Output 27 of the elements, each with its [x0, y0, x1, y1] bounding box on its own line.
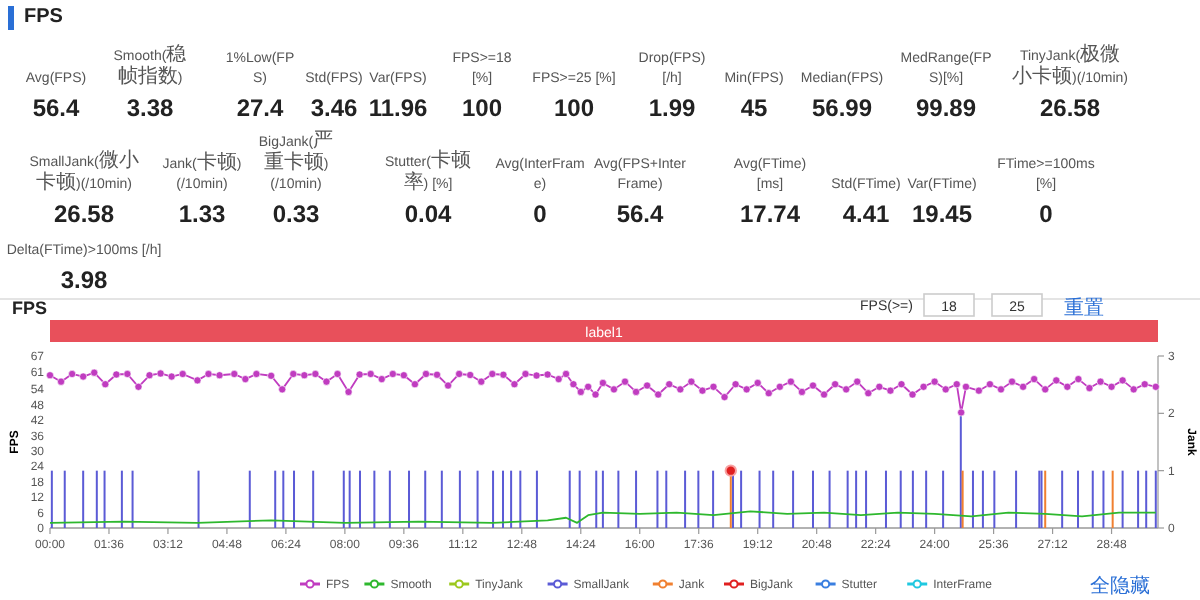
data-label: 26.58	[1037, 94, 1103, 122]
data-label: 26.58	[51, 200, 117, 228]
text: FPS	[8, 6, 63, 30]
data-label: 11.96	[368, 94, 428, 122]
data-label: 1.99	[646, 94, 698, 122]
data-label: 19.45	[911, 200, 973, 228]
data-label: 45	[740, 94, 768, 122]
data-label: 56.4	[30, 94, 82, 122]
text: 重置	[1064, 296, 1104, 320]
data-label: 100	[551, 94, 597, 122]
data-label: 3.46	[310, 94, 358, 122]
data-label: 27.4	[236, 94, 284, 122]
data-label: 99.89	[913, 94, 979, 122]
data-label: 0.33	[270, 200, 322, 228]
data-label: 0	[1037, 200, 1055, 228]
data-label: 3.98	[58, 266, 110, 294]
data-label: 3.38	[124, 94, 176, 122]
data-label: 1.33	[176, 200, 228, 228]
data-label: 56.99	[809, 94, 875, 122]
data-label: 17.74	[737, 200, 803, 228]
text: 全隐藏	[1090, 574, 1150, 598]
data-label: 4.41	[842, 200, 890, 228]
data-label: 0.04	[402, 200, 454, 228]
chart-title: FPS	[12, 298, 48, 318]
data-label: 0	[531, 200, 549, 228]
data-label: 100	[461, 94, 503, 122]
data-label: 56.4	[614, 200, 666, 228]
